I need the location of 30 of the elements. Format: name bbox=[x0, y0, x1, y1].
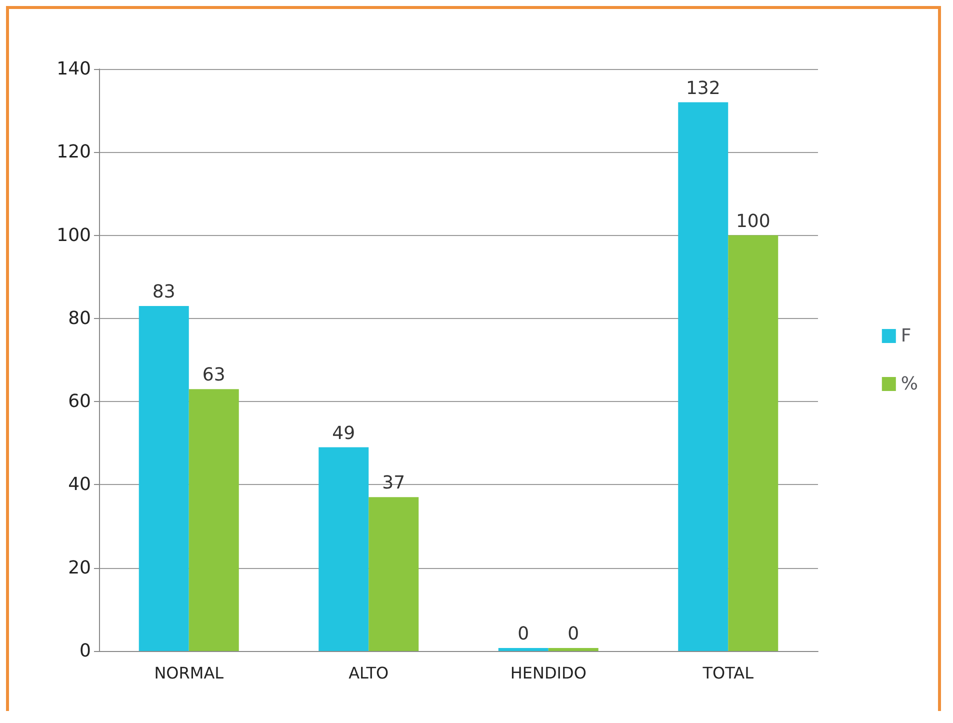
bar bbox=[678, 102, 728, 651]
legend-label: F bbox=[900, 326, 912, 346]
x-tick-label: ALTO bbox=[348, 664, 389, 682]
y-tick-label: 60 bbox=[68, 391, 91, 412]
y-tick-label: 140 bbox=[56, 58, 91, 80]
bar bbox=[368, 497, 419, 651]
bar bbox=[548, 648, 598, 651]
bar bbox=[188, 389, 239, 651]
bar bbox=[138, 306, 189, 651]
data-label: 0 bbox=[568, 624, 580, 644]
data-label: 0 bbox=[518, 624, 530, 644]
bar bbox=[318, 447, 369, 651]
y-tick-label: 120 bbox=[56, 142, 91, 163]
data-label: 49 bbox=[332, 422, 356, 444]
y-tick-label: 0 bbox=[80, 640, 91, 662]
y-tick-label: 80 bbox=[68, 308, 91, 329]
data-label: 132 bbox=[686, 78, 720, 99]
y-tick-label: 20 bbox=[68, 557, 91, 578]
data-label: 100 bbox=[736, 210, 770, 232]
y-tick-label: 40 bbox=[68, 474, 91, 496]
data-label: 63 bbox=[202, 364, 226, 386]
data-label: 37 bbox=[382, 472, 406, 494]
data-label: 83 bbox=[152, 281, 176, 302]
legend-label: % bbox=[900, 374, 918, 394]
x-tick-label: NORMAL bbox=[154, 664, 224, 682]
x-tick-label: TOTAL bbox=[702, 664, 754, 682]
bar bbox=[728, 235, 778, 651]
bar bbox=[498, 648, 548, 651]
x-tick-label: HENDIDO bbox=[510, 664, 586, 682]
y-tick-label: 100 bbox=[56, 224, 91, 246]
